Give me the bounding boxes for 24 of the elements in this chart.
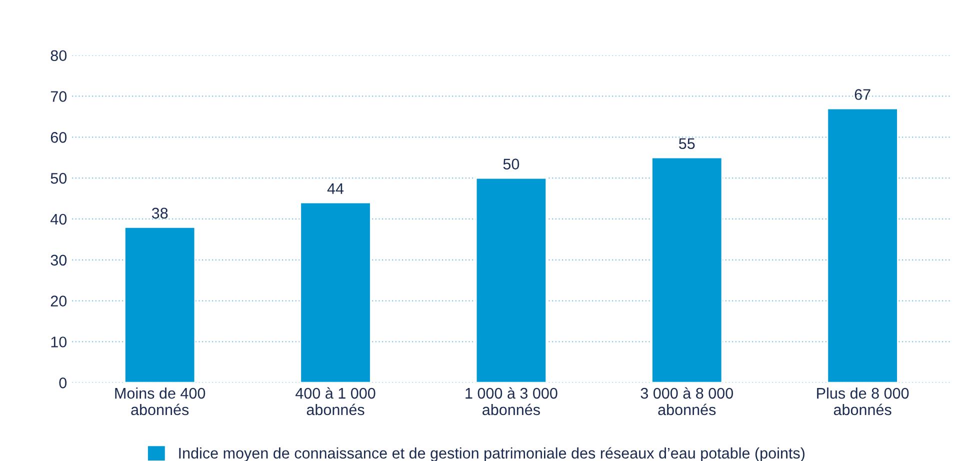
x-tick-label: Plus de 8 000 abonnés <box>817 387 909 416</box>
bar <box>651 156 723 383</box>
data-label: 38 <box>152 208 168 219</box>
y-tick-label: 40 <box>50 214 67 225</box>
y-tick-label: 10 <box>51 336 67 348</box>
y-tick-label: 80 <box>50 50 67 62</box>
x-tick-label: 3 000 à 8 000 abonnés <box>640 387 734 416</box>
x-tick-label: 400 à 1 000 abonnés <box>296 387 376 416</box>
y-tick-label: 30 <box>50 254 67 266</box>
bar <box>826 108 898 383</box>
data-label: 55 <box>678 138 695 150</box>
bar <box>124 226 196 383</box>
bar <box>475 177 548 383</box>
y-tick-label: 70 <box>50 91 67 102</box>
y-tick-label: 50 <box>50 172 67 184</box>
data-label: 44 <box>327 183 344 194</box>
bar <box>300 202 372 383</box>
y-tick-label: 60 <box>50 132 67 143</box>
data-label: 67 <box>854 89 870 100</box>
y-tick-label: 0 <box>59 378 67 388</box>
x-tick-label: 1 000 à 3 000 abonnés <box>466 387 558 416</box>
y-tick-label: 20 <box>50 296 67 306</box>
data-label: 50 <box>503 158 520 170</box>
x-tick-label: Moins de 400 abonnés <box>115 387 206 416</box>
